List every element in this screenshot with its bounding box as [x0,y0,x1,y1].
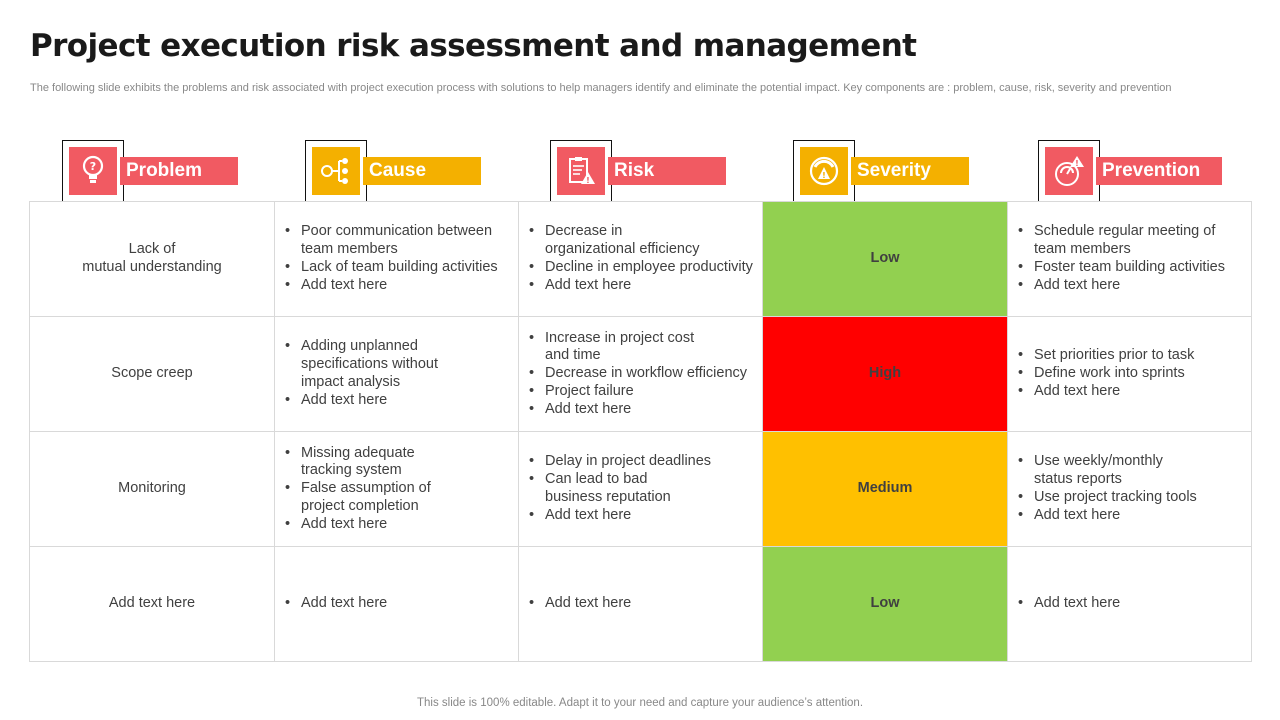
prevention-cell: Set priorities prior to taskDefine work … [1007,316,1252,432]
problem-text: Lack of mutual understanding [82,241,222,275]
table-row: Scope creep Adding unplanned specificatio… [29,316,1252,432]
risk-cell-list: Add text here [529,595,754,613]
severity-label: Low [870,250,900,267]
list-item: Add text here [285,595,510,613]
prevention-cell: Add text here [1007,546,1252,662]
problem-cell: Scope creep [29,316,275,432]
severity-cell: High [762,316,1008,432]
svg-text:!: ! [822,171,826,180]
cause-cell-list: Add text here [285,595,510,613]
risk-cell-list: Decrease in organizational efficiencyDec… [529,223,754,294]
list-item: Add text here [529,401,754,419]
risk-cell: Decrease in organizational efficiencyDec… [518,201,763,317]
column-headers: ? Problem Cause [30,140,1250,202]
cause-cell-list: Poor communication between team membersL… [285,223,510,294]
list-item: Poor communication between team members [285,223,510,259]
list-item: Add text here [285,392,510,410]
risk-cell: Increase in project cost and timeDecreas… [518,316,763,432]
list-item: Delay in project deadlines [529,453,754,471]
risk-cell-list: Delay in project deadlinesCan lead to ba… [529,453,754,524]
problem-text: Add text here [108,595,196,612]
list-item: Missing adequate tracking system [285,445,510,481]
svg-text:?: ? [90,160,96,173]
footer-note: This slide is 100% editable. Adapt it to… [416,697,864,709]
gauge-warning-icon: ! [800,147,848,195]
severity-label: Medium [857,480,913,497]
lightbulb-head-icon: ? [69,147,117,195]
problem-cell: Monitoring [29,431,275,547]
cause-cell-list: Adding unplanned specifications without … [285,338,510,409]
problem-cell: Lack of mutual understanding [29,201,275,317]
list-item: Add text here [285,277,510,295]
list-item: Add text here [529,595,754,613]
clipboard-warning-icon: ! [557,147,605,195]
list-item: Decline in employee productivity [529,259,754,277]
severity-label: High [868,365,902,382]
list-item: Add text here [529,507,754,525]
prevention-cell: Schedule regular meeting of team members… [1007,201,1252,317]
severity-cell: Low [762,546,1008,662]
cause-cell-list: Missing adequate tracking systemFalse as… [285,445,510,534]
list-item: Use project tracking tools [1018,489,1243,507]
header-icon-frame: ? [62,140,124,202]
header-label: Cause [363,157,481,185]
risk-cell: Add text here [518,546,763,662]
page-title: Project execution risk assessment and ma… [30,28,917,64]
list-item: Add text here [529,277,754,295]
list-item: Add text here [285,516,510,534]
list-item: Lack of team building activities [285,259,510,277]
svg-text:!: ! [586,176,590,185]
cause-cell: Add text here [274,546,519,662]
list-item: Schedule regular meeting of team members [1018,223,1243,259]
risk-cell: Delay in project deadlinesCan lead to ba… [518,431,763,547]
table-row: Monitoring Missing adequate tracking syst… [29,431,1252,547]
severity-cell: Low [762,201,1008,317]
cause-cell: Missing adequate tracking systemFalse as… [274,431,519,547]
risk-table: Lack of mutual understanding Poor communi… [29,201,1252,662]
network-nodes-icon [312,147,360,195]
header-icon-frame: ! [1038,140,1100,202]
problem-text: Scope creep [111,365,193,382]
list-item: Increase in project cost and time [529,330,754,366]
header-label: Risk [608,157,726,185]
severity-label: Low [870,595,900,612]
list-item: Decrease in organizational efficiency [529,223,754,259]
table-row: Lack of mutual understanding Poor communi… [29,201,1252,317]
prevention-cell: Use weekly/monthly status reportsUse pro… [1007,431,1252,547]
severity-cell: Medium [762,431,1008,547]
list-item: Use weekly/monthly status reports [1018,453,1243,489]
header-icon-frame: ! [550,140,612,202]
page-subtitle: The following slide exhibits the problem… [30,82,1172,94]
header-label: Problem [120,157,238,185]
list-item: Adding unplanned specifications without … [285,338,510,391]
header-label: Prevention [1096,157,1222,185]
problem-cell: Add text here [29,546,275,662]
prevention-cell-list: Add text here [1018,595,1243,613]
problem-text: Monitoring [118,480,186,497]
list-item: Set priorities prior to task [1018,347,1243,365]
list-item: Can lead to bad business reputation [529,471,754,507]
list-item: Add text here [1018,383,1243,401]
list-item: Add text here [1018,277,1243,295]
shield-alert-icon: ! [1045,147,1093,195]
header-label: Severity [851,157,969,185]
list-item: Foster team building activities [1018,259,1243,277]
header-icon-frame [305,140,367,202]
prevention-cell-list: Set priorities prior to taskDefine work … [1018,347,1243,400]
list-item: Add text here [1018,595,1243,613]
prevention-cell-list: Schedule regular meeting of team members… [1018,223,1243,294]
list-item: Define work into sprints [1018,365,1243,383]
risk-cell-list: Increase in project cost and timeDecreas… [529,330,754,419]
svg-text:!: ! [1075,159,1079,168]
list-item: Add text here [1018,507,1243,525]
list-item: Decrease in workflow efficiency [529,365,754,383]
cause-cell: Poor communication between team membersL… [274,201,519,317]
cause-cell: Adding unplanned specifications without … [274,316,519,432]
list-item: Project failure [529,383,754,401]
list-item: False assumption of project completion [285,480,510,516]
table-row: Add text here Add text here Add text here L… [29,546,1252,662]
prevention-cell-list: Use weekly/monthly status reportsUse pro… [1018,453,1243,524]
header-icon-frame: ! [793,140,855,202]
